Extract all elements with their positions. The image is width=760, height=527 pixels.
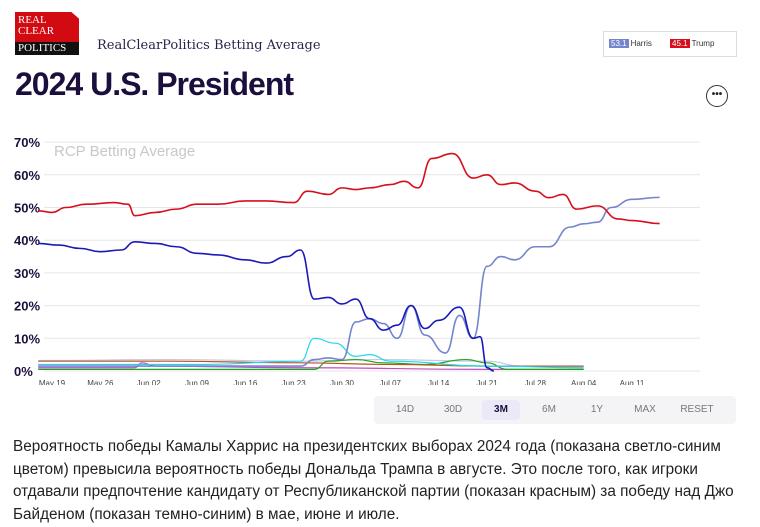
page-title: 2024 U.S. President	[15, 66, 294, 102]
x-tick-label: Jun 02	[137, 379, 162, 385]
logo-text: REAL	[18, 14, 47, 26]
range-button-14d[interactable]: 14D	[395, 404, 415, 415]
logo-black-block	[15, 42, 79, 55]
legend-item-harris: 53.1 Harris	[609, 39, 652, 48]
range-button-1y[interactable]: 1Y	[590, 404, 604, 415]
range-button-max[interactable]: MAX	[634, 404, 656, 415]
y-tick-label: 40%	[14, 233, 40, 248]
range-button-3m[interactable]: 3M	[482, 400, 520, 420]
y-tick-label: 30%	[14, 266, 40, 281]
series-line-other-2[interactable]	[38, 358, 584, 370]
chart-subtitle: RealClearPolitics Betting Average	[97, 38, 321, 53]
legend-item-trump: 45.1 Trump	[670, 39, 714, 48]
series-line-trump[interactable]	[38, 152, 660, 225]
line-chart: RCP Betting Average 0% 10% 20% 30% 40% 50% 60%…	[14, 135, 700, 385]
logo-text: POLITICS	[18, 42, 67, 54]
x-tick-label: Jul 14	[428, 379, 450, 385]
x-tick-label: Jul 28	[525, 379, 547, 385]
x-tick-label: May 26	[87, 379, 114, 385]
series-line-harris[interactable]	[38, 196, 660, 367]
x-tick-label: May 19	[39, 379, 66, 385]
x-tick-label: Jun 23	[282, 379, 307, 385]
y-tick-label: 50%	[14, 201, 40, 216]
x-tick-label: Jun 09	[185, 379, 210, 385]
legend-value: 45.1	[670, 39, 690, 48]
rcp-logo[interactable]: REAL CLEAR POLITICS	[15, 12, 79, 55]
x-tick-label: Jul 07	[380, 379, 402, 385]
caption: Вероятность победы Камалы Харрис на през…	[13, 438, 734, 523]
ellipsis-icon[interactable]: •••	[706, 85, 728, 107]
legend-label: Trump	[691, 39, 715, 48]
series-line-other-4[interactable]	[38, 337, 584, 369]
x-tick-label: Aug 11	[620, 379, 645, 385]
logo-text: CLEAR	[18, 25, 55, 37]
range-button-6m[interactable]: 6M	[542, 404, 556, 415]
chart-watermark: RCP Betting Average	[54, 143, 195, 160]
range-button-30d[interactable]: 30D	[443, 404, 463, 415]
range-button-reset[interactable]: RESET	[680, 404, 714, 415]
y-tick-label: 10%	[14, 331, 40, 346]
y-tick-label: 20%	[14, 299, 40, 314]
y-tick-label: 60%	[14, 168, 40, 183]
x-tick-label: Jul 21	[476, 379, 498, 385]
y-tick-label: 0%	[14, 364, 33, 379]
y-tick-label: 70%	[14, 135, 40, 150]
legend-label: Harris	[630, 39, 652, 48]
x-tick-label: Aug 04	[571, 379, 597, 385]
legend-value: 53.1	[609, 39, 629, 48]
range-selector: 14D 30D 3M 6M 1Y MAX RESET	[374, 396, 736, 424]
chart-legend: 53.1 Harris 45.1 Trump	[603, 31, 737, 57]
x-tick-label: Jun 16	[233, 379, 258, 385]
series-line-biden[interactable]	[38, 241, 494, 372]
logo-red-block	[15, 12, 79, 42]
x-tick-label: Jun 30	[330, 379, 355, 385]
